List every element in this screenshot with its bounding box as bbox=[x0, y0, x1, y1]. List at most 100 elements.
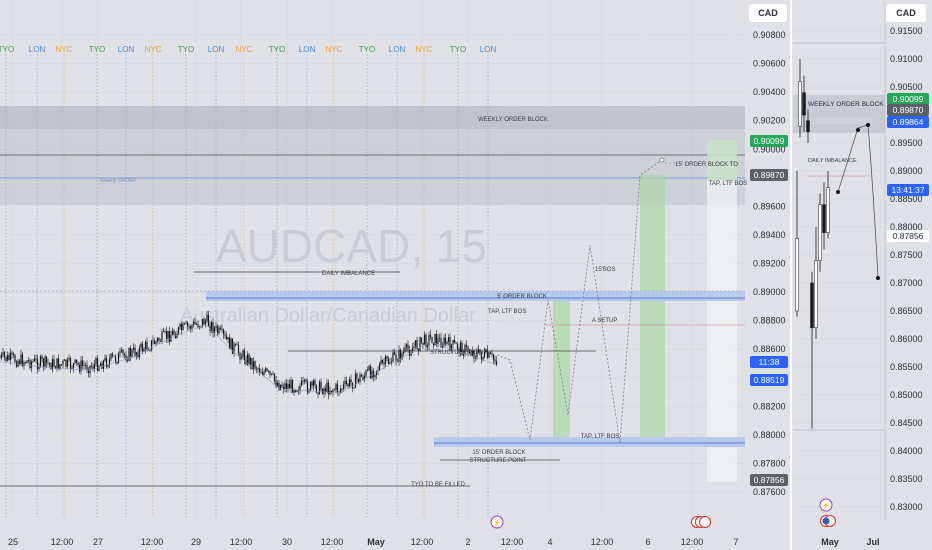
canada-flag-icon[interactable] bbox=[699, 516, 711, 528]
candle-body bbox=[108, 358, 111, 366]
candle-body bbox=[359, 374, 361, 383]
candle-body bbox=[197, 324, 199, 328]
main-plot-area[interactable] bbox=[0, 0, 745, 517]
lightning-event-icon[interactable] bbox=[490, 515, 504, 529]
candle-body bbox=[255, 368, 258, 370]
price-candles[interactable] bbox=[0, 310, 498, 400]
candle-body bbox=[314, 380, 316, 386]
candle-body bbox=[275, 380, 277, 387]
candle-body bbox=[387, 358, 390, 364]
candle-body bbox=[182, 323, 184, 331]
candle-body bbox=[74, 359, 76, 364]
candle-body bbox=[318, 381, 321, 395]
candle-body bbox=[410, 352, 412, 356]
side-price-tick: 0.87500 bbox=[890, 250, 923, 260]
candle-body bbox=[15, 362, 18, 367]
side-price-tick: 0.89000 bbox=[890, 166, 923, 176]
candle-body bbox=[488, 352, 490, 358]
long-target-zone-2[interactable] bbox=[553, 296, 570, 438]
order-block-5m[interactable] bbox=[206, 291, 745, 301]
main-time-tick: 12:00 bbox=[591, 537, 614, 547]
session-label-lon: LON bbox=[29, 45, 46, 54]
candle-body bbox=[456, 343, 459, 350]
candle-body bbox=[51, 359, 54, 370]
session-label-lon: LON bbox=[389, 45, 406, 54]
candle-body bbox=[425, 334, 427, 347]
session-label-nyc: NYC bbox=[236, 45, 253, 54]
candle-body bbox=[110, 353, 112, 359]
candle-body bbox=[389, 362, 391, 364]
weekly-order-block-zone[interactable] bbox=[0, 106, 745, 205]
side-candle-body bbox=[806, 120, 810, 133]
candle-body bbox=[264, 368, 267, 372]
candle-body bbox=[354, 373, 357, 388]
candle-body bbox=[129, 348, 132, 357]
main-price-tick: 0.89400 bbox=[753, 230, 786, 240]
candle-body bbox=[192, 321, 195, 326]
candle-body bbox=[11, 352, 13, 354]
order-block-15m[interactable] bbox=[434, 437, 745, 447]
candle-body bbox=[342, 384, 345, 389]
side-lightning-icon[interactable] bbox=[819, 498, 833, 512]
candle-body bbox=[471, 350, 474, 356]
candle-body bbox=[2, 352, 4, 355]
candle-body bbox=[14, 355, 16, 363]
main-price-badge bbox=[750, 374, 788, 386]
main-price-tick: 0.88000 bbox=[753, 430, 786, 440]
candle-body bbox=[263, 371, 265, 376]
candle-body bbox=[494, 359, 496, 362]
session-label-nyc: NYC bbox=[56, 45, 73, 54]
side-currency-badge[interactable] bbox=[886, 4, 926, 22]
candle-body bbox=[45, 356, 48, 363]
candle-body bbox=[323, 388, 325, 394]
candle-body bbox=[5, 357, 7, 361]
side-price-tick: 0.85000 bbox=[890, 390, 923, 400]
candle-body bbox=[102, 360, 105, 369]
main-currency-badge[interactable] bbox=[749, 4, 787, 22]
candle-body bbox=[345, 380, 348, 385]
candle-body bbox=[135, 352, 138, 357]
candle-body bbox=[3, 352, 6, 358]
side-price-tick: 0.86000 bbox=[890, 334, 923, 344]
candle-body bbox=[21, 354, 24, 366]
main-price-badge-text: 0.89870 bbox=[754, 170, 785, 180]
side-price-tick: 0.87000 bbox=[890, 278, 923, 288]
projection-path[interactable] bbox=[496, 159, 663, 444]
candle-body bbox=[306, 381, 309, 393]
tap-ltf-bos-mid-label: TAP, LTF BOS bbox=[488, 309, 526, 315]
candle-body bbox=[351, 382, 354, 389]
side-price-tick: 0.91000 bbox=[890, 54, 923, 64]
candle-body bbox=[30, 361, 33, 368]
candle-body bbox=[50, 363, 52, 370]
candle-body bbox=[444, 337, 447, 344]
candle-body bbox=[96, 358, 99, 371]
candle-body bbox=[435, 333, 438, 344]
candle-body bbox=[158, 338, 160, 342]
projection-endpoint bbox=[659, 157, 665, 163]
candle-body bbox=[378, 364, 381, 370]
candle-body bbox=[185, 322, 187, 324]
candle-body bbox=[327, 382, 330, 395]
candle-body bbox=[246, 354, 249, 365]
side-lightning-glyph-icon: ⚡ bbox=[822, 501, 831, 510]
side-candles[interactable] bbox=[795, 59, 830, 429]
long-target-zone-1[interactable] bbox=[640, 175, 665, 437]
australia-flag-icon[interactable] bbox=[822, 517, 830, 525]
candle-body bbox=[348, 379, 351, 387]
candle-body bbox=[446, 341, 448, 344]
side-candle-body bbox=[798, 81, 802, 127]
candle-body bbox=[191, 325, 193, 329]
candle-body bbox=[302, 380, 304, 382]
candle-body bbox=[206, 314, 208, 321]
side-candle-body bbox=[795, 237, 799, 312]
candle-body bbox=[66, 359, 69, 367]
candle-body bbox=[215, 325, 217, 328]
candle-body bbox=[138, 347, 141, 358]
candle-body bbox=[468, 352, 471, 354]
candle-body bbox=[27, 360, 30, 361]
candle-body bbox=[153, 340, 156, 344]
candle-body bbox=[326, 382, 328, 392]
main-price-tick: 0.90600 bbox=[753, 59, 786, 69]
candle-body bbox=[467, 346, 469, 353]
